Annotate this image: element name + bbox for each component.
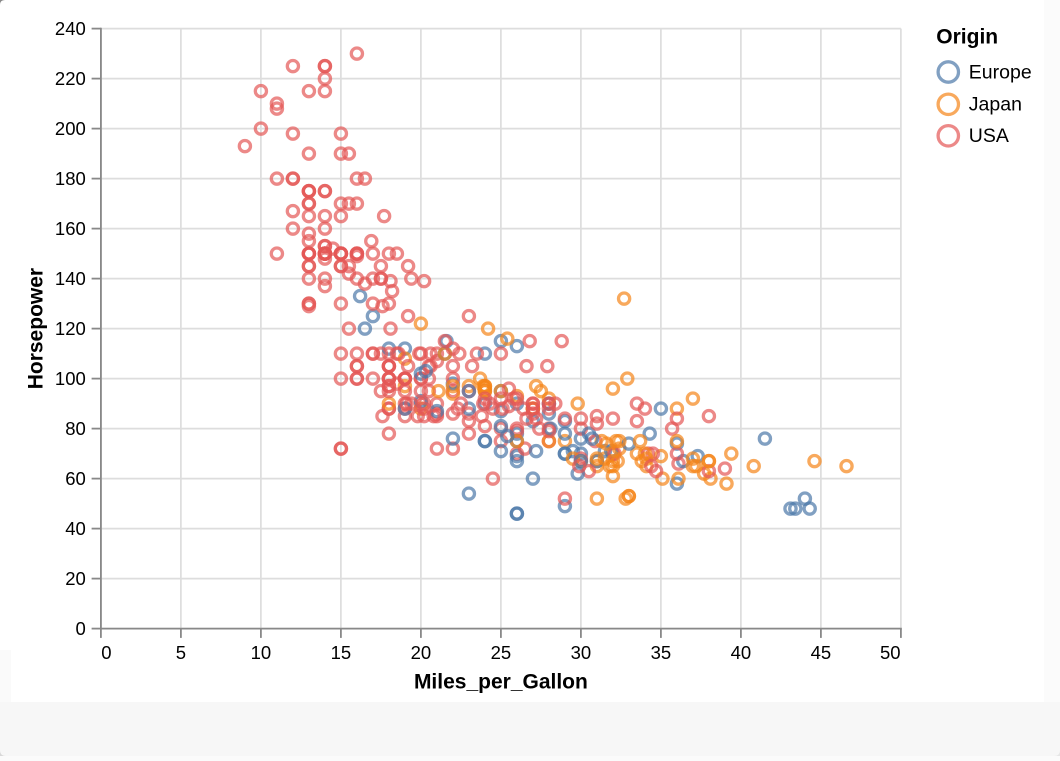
- svg-text:USA: USA: [969, 125, 1009, 147]
- svg-text:45: 45: [811, 642, 832, 663]
- svg-text:35: 35: [651, 642, 672, 663]
- svg-text:5: 5: [176, 642, 186, 663]
- svg-text:240: 240: [55, 18, 86, 39]
- svg-text:25: 25: [491, 642, 512, 663]
- svg-text:120: 120: [55, 318, 86, 339]
- svg-text:10: 10: [251, 642, 272, 663]
- svg-text:Europe: Europe: [969, 61, 1032, 83]
- svg-text:100: 100: [55, 368, 86, 389]
- svg-text:180: 180: [55, 168, 86, 189]
- svg-text:20: 20: [65, 568, 86, 589]
- svg-text:160: 160: [55, 218, 86, 239]
- svg-text:60: 60: [65, 468, 86, 489]
- svg-text:15: 15: [331, 642, 352, 663]
- svg-text:40: 40: [65, 518, 86, 539]
- svg-text:140: 140: [55, 268, 86, 289]
- svg-text:40: 40: [731, 642, 752, 663]
- svg-text:Origin: Origin: [936, 26, 998, 49]
- svg-text:Japan: Japan: [969, 94, 1022, 116]
- svg-text:220: 220: [55, 68, 86, 89]
- svg-text:50: 50: [880, 642, 901, 663]
- svg-text:0: 0: [101, 642, 111, 663]
- svg-text:200: 200: [55, 118, 86, 139]
- svg-text:Miles_per_Gallon: Miles_per_Gallon: [414, 670, 588, 693]
- svg-text:30: 30: [571, 642, 592, 663]
- svg-text:0: 0: [76, 618, 86, 639]
- svg-text:Horsepower: Horsepower: [25, 268, 48, 389]
- svg-text:80: 80: [65, 418, 86, 439]
- svg-text:20: 20: [411, 642, 432, 663]
